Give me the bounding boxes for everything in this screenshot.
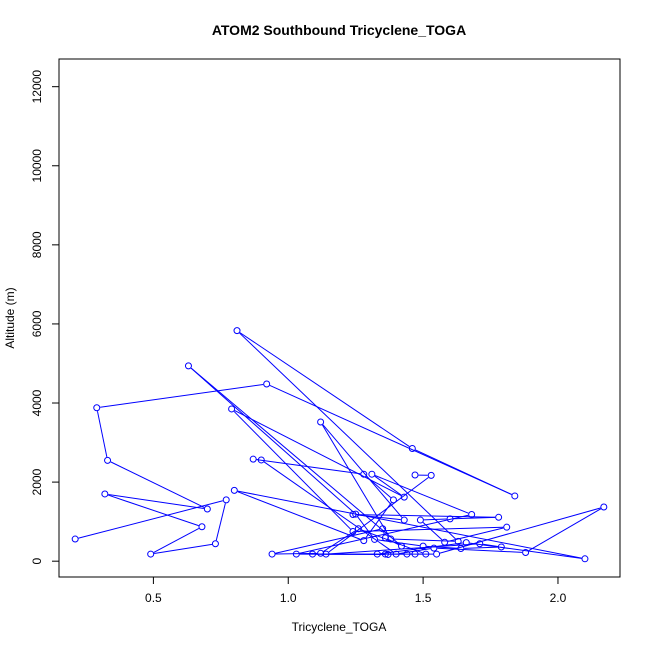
series-line-segment (216, 503, 225, 540)
series-line-segment (154, 528, 199, 552)
series-line-segment (275, 530, 379, 554)
series-line-segment (191, 368, 353, 512)
data-point (369, 471, 375, 477)
series-line-segment (375, 476, 468, 514)
y-tick-label: 0 (30, 558, 44, 565)
data-point (204, 506, 210, 512)
data-point (102, 491, 108, 497)
data-point (269, 551, 275, 557)
data-point (458, 546, 464, 552)
x-tick-label: 1.5 (415, 591, 432, 605)
data-point (401, 517, 407, 523)
series-line-segment (384, 532, 385, 534)
data-point (504, 524, 510, 530)
x-axis: 0.5 1.0 1.5 2.0 (145, 577, 567, 605)
data-point (234, 328, 240, 334)
series-line-segment (366, 476, 390, 497)
data-point (264, 381, 270, 387)
data-point (94, 405, 100, 411)
x-tick-label: 1.0 (280, 591, 297, 605)
series-line-segment (464, 547, 497, 548)
x-tick-label: 2.0 (550, 591, 567, 605)
data-point (496, 514, 502, 520)
series-line-segment (108, 494, 204, 508)
data-point (512, 493, 518, 499)
data-point (185, 363, 191, 369)
y-tick-label: 4000 (30, 389, 44, 416)
series-line-segment (424, 519, 447, 520)
series-line-segment (375, 476, 402, 495)
data-point (390, 497, 396, 503)
x-tick-label: 0.5 (145, 591, 162, 605)
y-tick-label: 12000 (30, 70, 44, 104)
series-line-segment (529, 509, 601, 551)
data-point (231, 487, 237, 493)
series-layer (72, 328, 607, 562)
series-line-segment (97, 411, 106, 457)
data-point (582, 556, 588, 562)
y-tick-label: 8000 (30, 231, 44, 258)
data-point (250, 456, 256, 462)
data-point (417, 517, 423, 523)
data-point (431, 545, 437, 551)
y-tick-label: 6000 (30, 310, 44, 337)
series-line-segment (100, 385, 263, 408)
x-axis-label: Tricyclene_TOGA (292, 620, 387, 634)
data-point (212, 541, 218, 547)
data-point (223, 497, 229, 503)
y-tick-label: 2000 (30, 468, 44, 495)
data-point (318, 419, 324, 425)
series-line-segment (276, 553, 318, 554)
data-point (428, 472, 434, 478)
y-tick-label: 10000 (30, 149, 44, 183)
y-axis-label: Altitude (m) (3, 287, 17, 348)
data-point (442, 539, 448, 545)
data-point (148, 551, 154, 557)
y-axis: 0 2000 4000 6000 8000 10000 12000 (30, 70, 59, 565)
data-point (199, 524, 205, 530)
series-line-segment (329, 477, 429, 551)
series-line-segment (264, 462, 393, 552)
series-line-segment (238, 492, 361, 540)
chart-title: ATOM2 Southbound Tricyclene_TOGA (212, 22, 466, 38)
data-point (412, 472, 418, 478)
data-point (72, 536, 78, 542)
data-point (105, 457, 111, 463)
data-point (601, 504, 607, 510)
data-point (434, 551, 440, 557)
data-point (229, 406, 235, 412)
series-line-segment (154, 544, 212, 553)
